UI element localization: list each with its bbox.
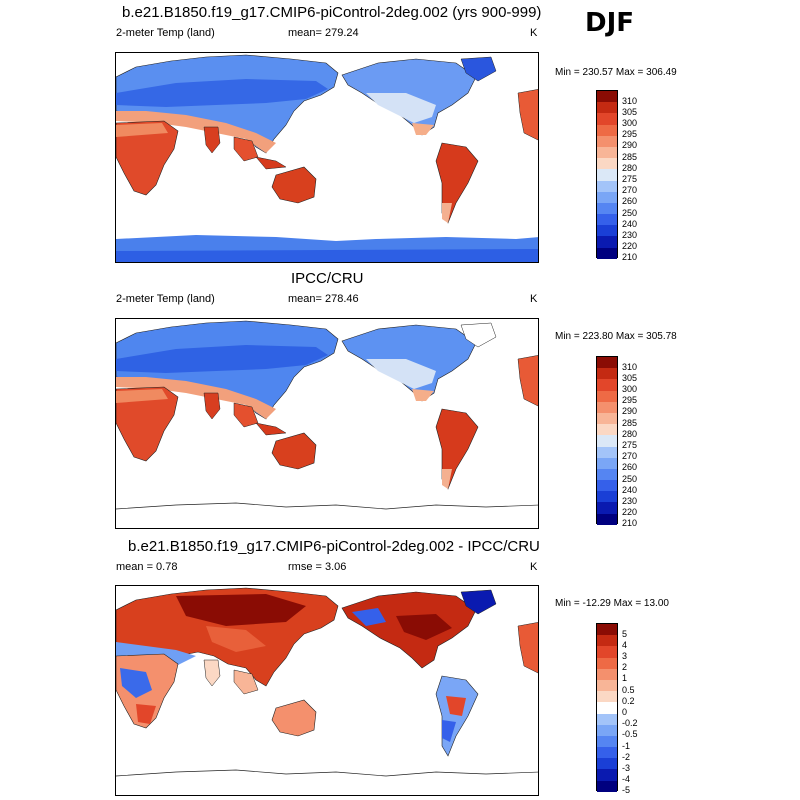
- australia-landmass: [271, 166, 317, 204]
- panel2-tick: 240: [622, 485, 638, 495]
- panel1-map-svg: [116, 54, 538, 262]
- panel3-tick: 5: [622, 629, 628, 639]
- panel2-map-svg: [116, 320, 538, 510]
- panel1-tick: 280: [622, 163, 638, 173]
- panel1-tick: 285: [622, 152, 638, 162]
- panel2-tick: 285: [622, 418, 638, 428]
- panel1-variable-label: 2-meter Temp (land): [116, 27, 215, 39]
- panel3-tick: 0.2: [622, 696, 635, 706]
- panel3-map: [115, 585, 539, 796]
- panel1-tick: 300: [622, 118, 638, 128]
- panel1-mean-label: mean= 279.24: [288, 27, 359, 39]
- panel2-tick: 275: [622, 440, 638, 450]
- panel1-units-label: K: [530, 27, 538, 39]
- panel3-tick: 1: [622, 673, 628, 683]
- panel1-tick: 240: [622, 219, 638, 229]
- panel3-tick: 0.5: [622, 685, 635, 695]
- panel2-tick: 260: [622, 462, 638, 472]
- panel3-tick: 2: [622, 662, 628, 672]
- panel3-mean-label: mean = 0.78: [116, 561, 178, 573]
- panel1-tick: 250: [622, 208, 638, 218]
- panel3-tick: 0: [622, 707, 628, 717]
- panel1-minmax-label: Min = 230.57 Max = 306.49: [555, 67, 677, 78]
- panel1-tick: 295: [622, 129, 638, 139]
- panel3-tick: 4: [622, 640, 628, 650]
- panel2-minmax-label: Min = 223.80 Max = 305.78: [555, 331, 677, 342]
- africa-landmass: [116, 120, 179, 196]
- panel2-tick: 230: [622, 496, 638, 506]
- panel2-tick: 300: [622, 384, 638, 394]
- panel2-tick: 310: [622, 362, 638, 372]
- panel2-map: [115, 318, 539, 529]
- season-label: DJF: [585, 8, 635, 38]
- panel1-colorbar: [596, 90, 618, 259]
- panel2-tick: 210: [622, 518, 638, 528]
- panel3-colorbar: [596, 623, 618, 792]
- panel1-tick: 290: [622, 140, 638, 150]
- panel3-tick: -0.2: [622, 718, 638, 728]
- panel3-tick: -1: [622, 741, 631, 751]
- panel1-tick: 275: [622, 174, 638, 184]
- panel2-tick: 305: [622, 373, 638, 383]
- panel3-units-label: K: [530, 561, 538, 573]
- panel1-tick: 310: [622, 96, 638, 106]
- panel1-map: [115, 52, 539, 263]
- panel2-tick: 280: [622, 429, 638, 439]
- panel2-variable-label: 2-meter Temp (land): [116, 293, 215, 305]
- panel1-title: b.e21.B1850.f19_g17.CMIP6-piControl-2deg…: [122, 4, 542, 21]
- panel3-rmse-label: rmse = 3.06: [288, 561, 347, 573]
- panel1-tick: 260: [622, 196, 638, 206]
- panel2-mean-label: mean= 278.46: [288, 293, 359, 305]
- panel3-title: b.e21.B1850.f19_g17.CMIP6-piControl-2deg…: [128, 538, 540, 555]
- panel3-tick: -3: [622, 763, 631, 773]
- panel2-colorbar: [596, 356, 618, 525]
- panel3-tick: 3: [622, 651, 628, 661]
- panel1-tick: 305: [622, 107, 638, 117]
- panel3-minmax-label: Min = -12.29 Max = 13.00: [555, 598, 669, 609]
- panel2-units-label: K: [530, 293, 538, 305]
- panel3-map-svg: [116, 587, 538, 777]
- panel3-tick: -2: [622, 752, 631, 762]
- panel2-tick: 295: [622, 395, 638, 405]
- panel2-tick: 270: [622, 451, 638, 461]
- panel2-title: IPCC/CRU: [291, 270, 364, 287]
- panel1-tick: 270: [622, 185, 638, 195]
- panel1-tick: 230: [622, 230, 638, 240]
- panel2-tick: 290: [622, 406, 638, 416]
- panel3-tick: -4: [622, 774, 631, 784]
- panel1-tick: 220: [622, 241, 638, 251]
- panel3-tick: -5: [622, 785, 631, 795]
- panel1-tick: 210: [622, 252, 638, 262]
- panel2-tick: 250: [622, 474, 638, 484]
- panel3-tick: -0.5: [622, 729, 638, 739]
- panel2-tick: 220: [622, 507, 638, 517]
